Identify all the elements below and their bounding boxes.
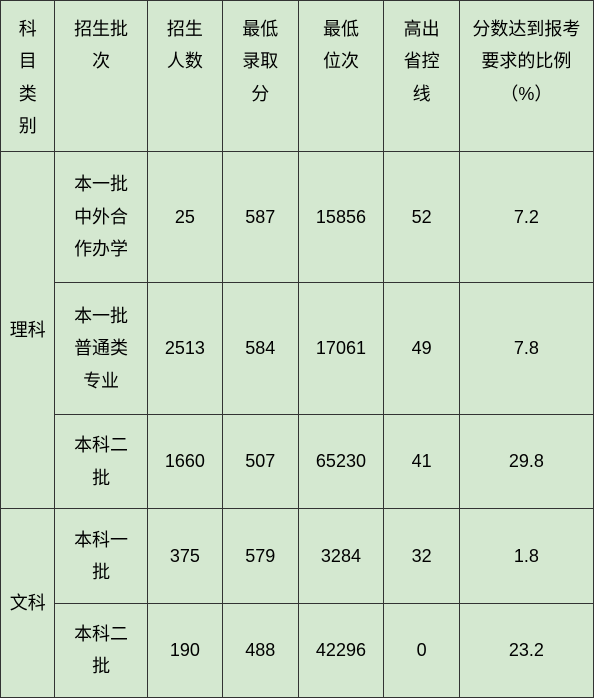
- header-admission-batch: 招生批次: [55, 1, 147, 152]
- table-row: 本一批普通类专业 2513 584 17061 49 7.8: [1, 283, 594, 415]
- above-cell: 32: [384, 509, 459, 603]
- category-cell: 文科: [1, 509, 55, 698]
- batch-cell: 本一批中外合作办学: [55, 151, 147, 283]
- count-cell: 1660: [147, 414, 222, 508]
- min-score-cell: 507: [223, 414, 298, 508]
- admission-data-table: 科目类别 招生批次 招生人数 最低录取分 最低位次 高出省控线 分数达到报考要求…: [0, 0, 594, 698]
- min-rank-cell: 17061: [298, 283, 384, 415]
- table-header-row: 科目类别 招生批次 招生人数 最低录取分 最低位次 高出省控线 分数达到报考要求…: [1, 1, 594, 152]
- category-label: 理科: [10, 320, 46, 340]
- header-label: 高出省控线: [404, 19, 440, 104]
- percent-cell: 29.8: [459, 414, 593, 508]
- min-rank-cell: 42296: [298, 603, 384, 697]
- min-rank-cell: 65230: [298, 414, 384, 508]
- min-rank-cell: 15856: [298, 151, 384, 283]
- above-cell: 41: [384, 414, 459, 508]
- header-label: 最低录取分: [242, 19, 278, 104]
- header-label: 最低位次: [323, 19, 359, 71]
- percent-cell: 7.8: [459, 283, 593, 415]
- batch-cell: 本科二批: [55, 414, 147, 508]
- batch-label: 本一批普通类专业: [74, 306, 128, 391]
- count-cell: 25: [147, 151, 222, 283]
- count-cell: 190: [147, 603, 222, 697]
- min-score-cell: 587: [223, 151, 298, 283]
- min-score-cell: 488: [223, 603, 298, 697]
- above-cell: 49: [384, 283, 459, 415]
- header-label: 招生批次: [74, 19, 128, 71]
- batch-label: 本科一批: [74, 530, 128, 582]
- header-percent: 分数达到报考要求的比例（%）: [459, 1, 593, 152]
- count-cell: 375: [147, 509, 222, 603]
- table-row: 理科 本一批中外合作办学 25 587 15856 52 7.2: [1, 151, 594, 283]
- batch-cell: 本科二批: [55, 603, 147, 697]
- min-rank-cell: 3284: [298, 509, 384, 603]
- min-score-cell: 584: [223, 283, 298, 415]
- header-min-score: 最低录取分: [223, 1, 298, 152]
- header-subject-category: 科目类别: [1, 1, 55, 152]
- header-min-rank: 最低位次: [298, 1, 384, 152]
- above-cell: 0: [384, 603, 459, 697]
- header-above-line: 高出省控线: [384, 1, 459, 152]
- above-cell: 52: [384, 151, 459, 283]
- header-label: 分数达到报考要求的比例（%）: [472, 19, 580, 104]
- percent-cell: 7.2: [459, 151, 593, 283]
- header-label: 科目类别: [19, 19, 37, 136]
- table-row: 本科二批 190 488 42296 0 23.2: [1, 603, 594, 697]
- min-score-cell: 579: [223, 509, 298, 603]
- category-label: 文科: [10, 593, 46, 613]
- percent-cell: 1.8: [459, 509, 593, 603]
- category-cell: 理科: [1, 151, 55, 509]
- header-label: 招生人数: [167, 19, 203, 71]
- percent-cell: 23.2: [459, 603, 593, 697]
- header-enrollment-count: 招生人数: [147, 1, 222, 152]
- batch-cell: 本一批普通类专业: [55, 283, 147, 415]
- count-cell: 2513: [147, 283, 222, 415]
- batch-cell: 本科一批: [55, 509, 147, 603]
- table-body: 理科 本一批中外合作办学 25 587 15856 52 7.2 本一批普通类专…: [1, 151, 594, 697]
- table-row: 文科 本科一批 375 579 3284 32 1.8: [1, 509, 594, 603]
- batch-label: 本科二批: [74, 435, 128, 487]
- batch-label: 本一批中外合作办学: [74, 174, 128, 259]
- batch-label: 本科二批: [74, 624, 128, 676]
- table-row: 本科二批 1660 507 65230 41 29.8: [1, 414, 594, 508]
